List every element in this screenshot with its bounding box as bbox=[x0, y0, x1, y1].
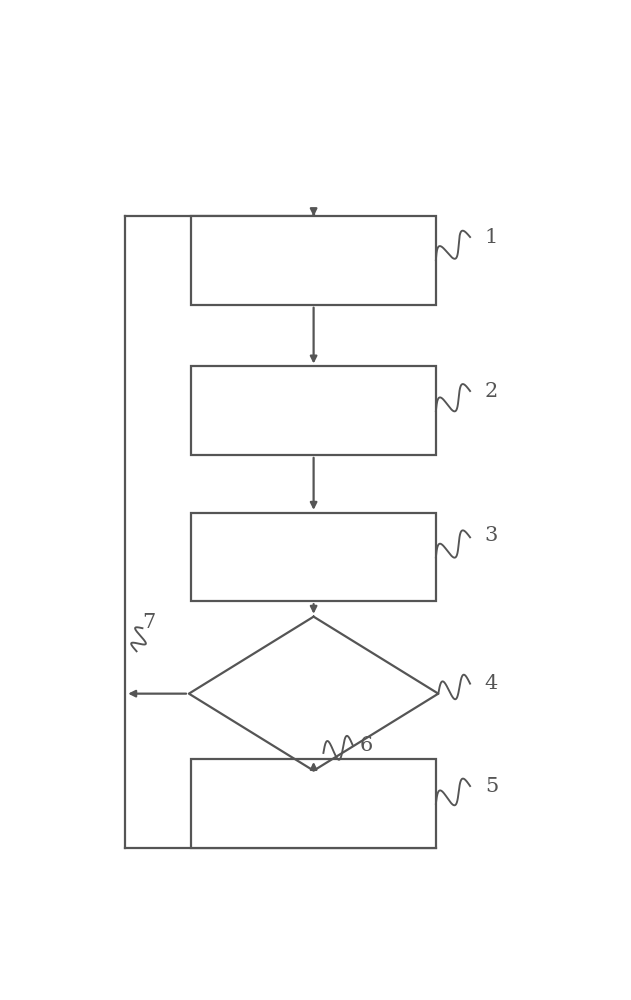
Bar bbox=[191, 759, 436, 848]
Text: 6: 6 bbox=[360, 736, 374, 755]
Text: 4: 4 bbox=[485, 674, 498, 693]
Bar bbox=[191, 216, 436, 305]
Text: 2: 2 bbox=[485, 382, 498, 401]
Text: 1: 1 bbox=[485, 228, 498, 247]
Text: 3: 3 bbox=[485, 526, 498, 545]
Text: 5: 5 bbox=[485, 777, 498, 796]
Bar bbox=[191, 366, 436, 455]
Text: 7: 7 bbox=[143, 613, 156, 632]
Bar bbox=[191, 513, 436, 601]
